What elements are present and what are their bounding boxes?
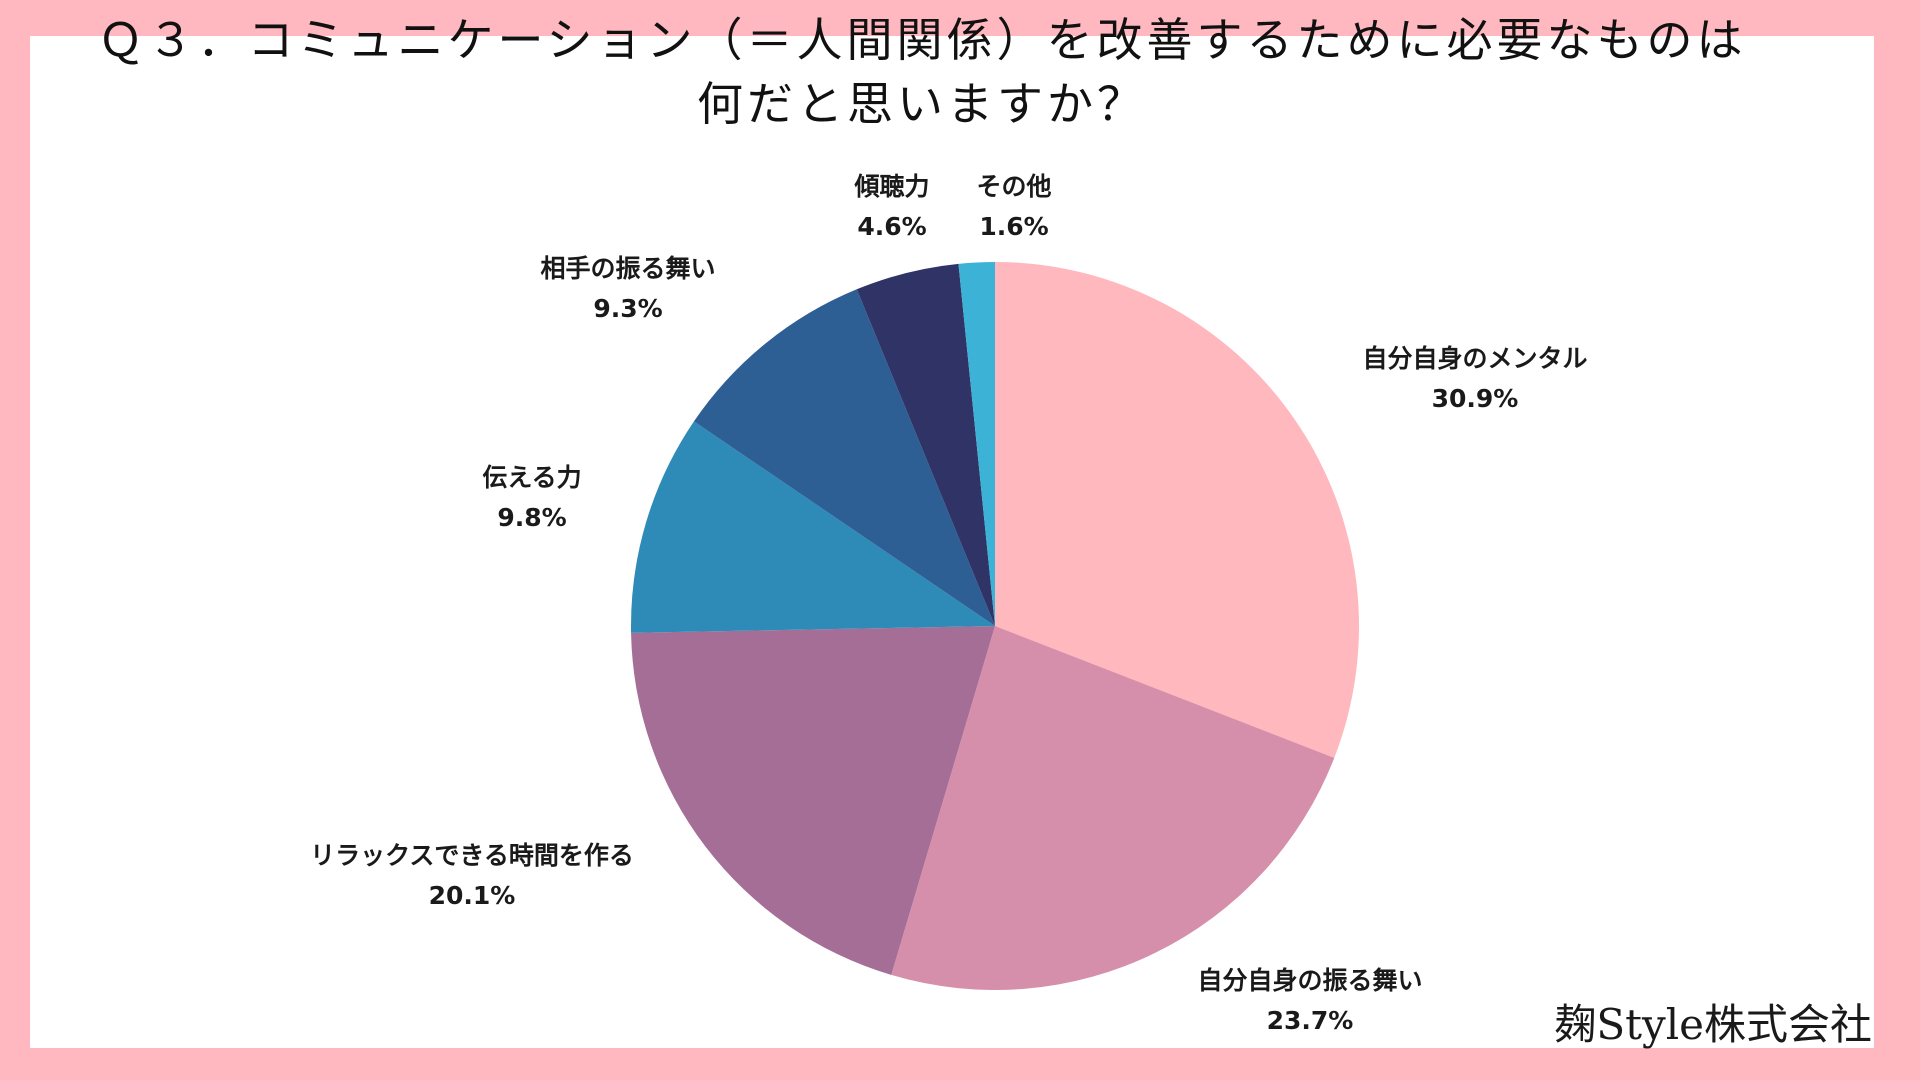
pie-slice-0 bbox=[995, 262, 1360, 758]
slice-label-0: 自分自身のメンタル bbox=[1362, 344, 1587, 373]
pie-slice-3 bbox=[630, 421, 995, 633]
slice-label-1: 自分自身の振る舞い bbox=[1197, 966, 1422, 995]
slice-label-3: 伝える力 bbox=[482, 463, 581, 492]
pie-slice-4 bbox=[693, 289, 995, 626]
slice-value-0: 30.9% bbox=[1432, 384, 1519, 413]
slice-label-6: その他 bbox=[976, 172, 1051, 201]
slice-label-5: 傾聴力 bbox=[853, 172, 929, 201]
pie-slices bbox=[630, 262, 1360, 990]
slice-value-2: 20.1% bbox=[429, 881, 516, 910]
pie-labels: 自分自身のメンタル 30.9% 自分自身の振る舞い 23.7% リラックスできる時間を作… bbox=[310, 172, 1587, 1035]
slice-value-6: 1.6% bbox=[979, 212, 1048, 241]
slice-value-3: 9.8% bbox=[497, 503, 566, 532]
slice-value-5: 4.6% bbox=[857, 212, 926, 241]
pie-slice-2 bbox=[631, 626, 995, 975]
slice-value-4: 9.3% bbox=[593, 294, 662, 323]
slice-label-2: リラックスできる時間を作る bbox=[310, 841, 634, 870]
slice-label-4: 相手の振る舞い bbox=[540, 254, 715, 283]
chart-title-line2: 何だと思いますか？ bbox=[697, 77, 1147, 131]
pie-slice-5 bbox=[856, 263, 995, 626]
slice-value-1: 23.7% bbox=[1267, 1006, 1354, 1035]
company-name: 麹Style株式会社 bbox=[1554, 1000, 1872, 1049]
pie-slice-6 bbox=[958, 262, 995, 626]
pie-slice-1 bbox=[891, 626, 1335, 990]
chart-title-line1: Ｑ３．コミュニケーション（＝人間関係）を改善するために必要なものは bbox=[97, 13, 1747, 67]
